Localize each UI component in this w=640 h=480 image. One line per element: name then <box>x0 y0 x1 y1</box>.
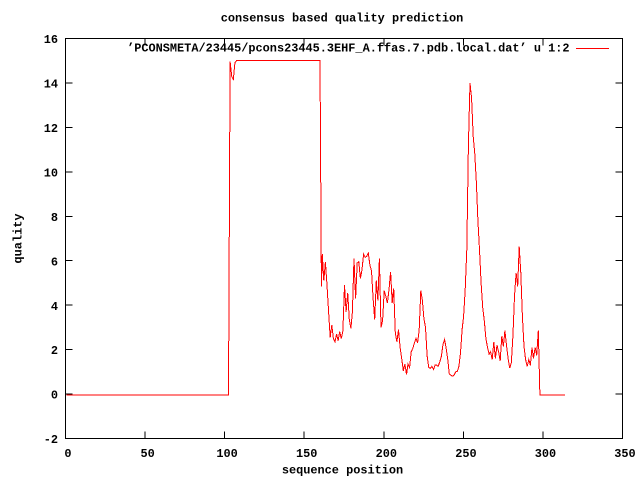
svg-text:4: 4 <box>51 300 58 314</box>
svg-text:0: 0 <box>64 447 71 461</box>
svg-text:8: 8 <box>51 211 58 225</box>
svg-text:12: 12 <box>44 122 58 136</box>
svg-text:250: 250 <box>455 447 476 461</box>
svg-text:6: 6 <box>51 255 58 269</box>
svg-text:10: 10 <box>44 166 58 180</box>
svg-text:150: 150 <box>296 447 317 461</box>
svg-text:’PCONSMETA/23445/pcons23445.3E: ’PCONSMETA/23445/pcons23445.3EHF_A.ffas.… <box>127 42 569 56</box>
svg-text:200: 200 <box>376 447 397 461</box>
svg-text:sequence position: sequence position <box>282 464 403 478</box>
svg-text:14: 14 <box>44 78 58 92</box>
svg-text:consensus based quality predic: consensus based quality prediction <box>221 12 464 26</box>
svg-text:16: 16 <box>44 33 58 47</box>
svg-text:-2: -2 <box>44 433 58 447</box>
svg-text:350: 350 <box>614 447 635 461</box>
svg-text:0: 0 <box>51 389 58 403</box>
svg-text:2: 2 <box>51 344 58 358</box>
svg-text:50: 50 <box>140 447 154 461</box>
svg-text:300: 300 <box>535 447 556 461</box>
svg-text:quality: quality <box>12 214 26 264</box>
svg-text:100: 100 <box>216 447 237 461</box>
